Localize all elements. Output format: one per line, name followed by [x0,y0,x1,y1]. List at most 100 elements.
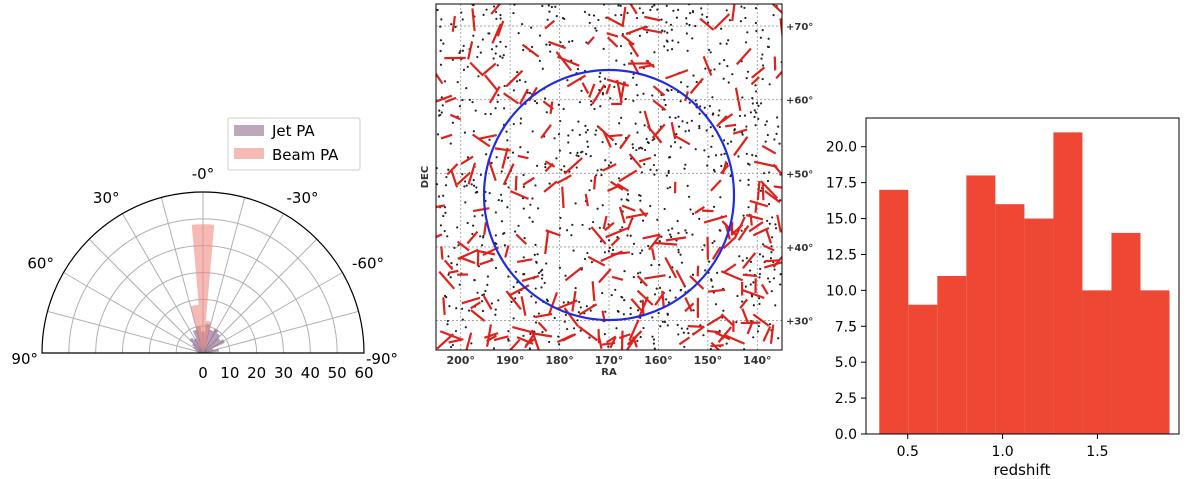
sky-source-point [545,43,548,46]
sky-polarization-vector [444,96,457,104]
sky-source-point [599,80,602,83]
sky-source-point [636,131,639,134]
sky-source-point [757,297,761,300]
sky-source-point [494,10,498,14]
sky-source-point [607,164,610,167]
sky-polarization-vector [605,227,629,239]
sky-source-point [739,20,742,23]
sky-source-point [759,267,762,271]
sky-source-point [442,42,445,45]
sky-source-point [537,312,541,315]
sky-polarization-vector [448,338,464,344]
sky-source-point [742,214,745,217]
sky-source-point [653,347,656,350]
sky-source-point [564,313,567,317]
sky-source-point [663,98,666,101]
sky-source-point [499,17,502,20]
sky-source-point [667,301,670,304]
legend-label-jet: Jet PA [271,122,315,140]
sky-source-point [588,13,591,16]
sky-source-point [701,248,704,251]
sky-source-point [610,294,613,297]
sky-source-point [641,11,645,15]
sky-source-point [557,103,560,106]
sky-source-point [506,139,509,142]
jet-pa-bar [203,328,219,353]
sky-polarization-vector [593,176,597,190]
sky-source-point [749,111,752,114]
sky-polarization-vector [471,133,491,148]
sky-source-point [550,5,553,9]
sky-polarization-vector [742,252,757,269]
sky-source-point [620,13,623,17]
sky-source-point [626,193,630,196]
sky-polarization-vector [769,324,775,344]
sky-source-point [670,28,673,31]
sky-polarization-vector [710,179,722,192]
sky-source-point [476,291,479,294]
sky-source-point [482,234,485,238]
sky-source-point [744,285,747,288]
sky-source-point [651,335,654,338]
sky-source-point [559,119,562,123]
sky-source-point [543,97,547,100]
sky-source-point [668,156,671,159]
sky-source-point [745,125,748,128]
sky-source-point [488,138,491,141]
sky-source-point [680,288,683,291]
sky-source-point [494,234,497,237]
sky-source-point [512,285,515,289]
sky-polarization-vector [504,245,510,258]
sky-polarization-vector [664,257,678,279]
sky-polarization-vector [765,228,773,244]
sky-polarization-vector [591,281,596,302]
sky-ra-tick-label: 200° [446,354,474,367]
sky-source-point [653,173,656,176]
sky-source-point [770,245,773,248]
sky-polarization-vector [448,269,459,274]
sky-source-point [567,40,571,43]
sky-source-point [603,333,606,336]
sky-polarization-vector [731,4,736,22]
sky-source-point [714,154,718,157]
sky-source-point [561,17,565,20]
sky-source-point [455,263,459,266]
sky-source-point [586,145,590,148]
histogram-y-tick-label: 17.5 [826,176,857,192]
sky-polarization-vector [604,221,615,232]
sky-polarization-vector [619,134,631,150]
sky-polarization-vector [436,333,454,350]
sky-source-point [645,31,649,34]
sky-source-point [600,174,603,177]
sky-source-point [576,319,579,322]
sky-source-point [727,81,730,84]
sky-polarization-vector [748,221,764,233]
sky-polarization-vector [555,51,573,72]
histogram-bar [1024,218,1054,434]
sky-polarization-vector [628,41,640,58]
sky-source-point [449,142,452,145]
sky-source-point [607,250,610,253]
sky-source-point [698,127,701,130]
sky-source-point [618,122,621,125]
sky-source-point [512,89,515,92]
sky-source-point [572,249,575,252]
sky-source-point [553,137,556,140]
sky-source-point [761,29,764,32]
sky-map-panel: 200° 190° 180° 170° 160° 150° 140° +30° +40° +50°… [420,3,813,378]
sky-source-point [673,141,677,144]
sky-source-point [585,41,588,44]
sky-source-point [635,83,638,86]
sky-source-point [668,116,671,119]
sky-source-point [692,309,695,312]
sky-source-point [517,224,520,227]
sky-source-point [511,151,515,154]
sky-source-point [740,5,743,8]
sky-source-point [698,112,701,115]
sky-polarization-vector [751,66,766,79]
histogram-x-tick-label: 0.5 [897,444,919,460]
sky-polarization-vector [625,25,648,36]
sky-source-point [629,307,632,310]
polar-radius-tick-label: 40 [301,364,320,382]
sky-source-point [436,183,439,186]
